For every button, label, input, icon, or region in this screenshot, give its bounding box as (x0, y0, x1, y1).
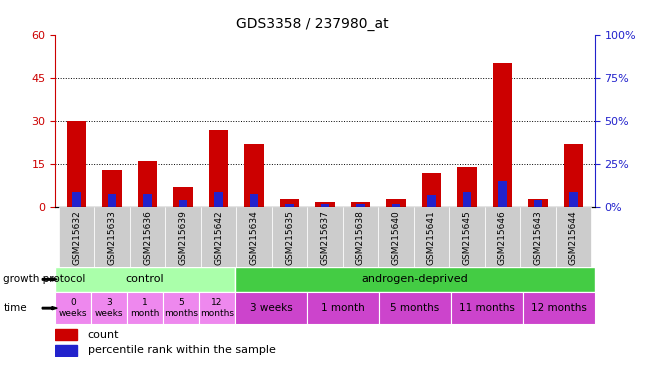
Bar (520, 207, 556, 267)
Bar (272, 207, 307, 267)
Bar (378, 207, 414, 267)
Bar (201, 207, 236, 267)
Bar (138, 161, 157, 207)
Bar (209, 130, 228, 207)
Text: GDS3358 / 237980_at: GDS3358 / 237980_at (236, 17, 388, 31)
Bar (414, 207, 449, 267)
Bar (564, 144, 583, 207)
Text: GSM215638: GSM215638 (356, 210, 365, 265)
Text: GSM215633: GSM215633 (107, 210, 116, 265)
Bar (174, 187, 193, 207)
Bar (351, 202, 370, 207)
Text: 1
month: 1 month (131, 298, 160, 318)
Text: GSM215641: GSM215641 (427, 210, 436, 265)
Bar (250, 194, 259, 207)
Text: 11 months: 11 months (459, 303, 515, 313)
Text: percentile rank within the sample: percentile rank within the sample (88, 345, 276, 355)
Text: 5
months: 5 months (164, 298, 198, 318)
Bar (427, 195, 436, 207)
Bar (534, 200, 542, 207)
Bar (55, 345, 77, 356)
Bar (214, 192, 223, 207)
Text: 3 weeks: 3 weeks (250, 303, 292, 313)
Bar (320, 204, 330, 207)
Bar (235, 292, 307, 324)
Bar (143, 194, 152, 207)
Bar (58, 207, 94, 267)
Bar (449, 207, 485, 267)
Text: count: count (88, 330, 119, 340)
Bar (165, 207, 201, 267)
Bar (315, 202, 335, 207)
Bar (422, 173, 441, 207)
Text: androgen-deprived: androgen-deprived (361, 274, 468, 285)
Bar (493, 63, 512, 207)
Bar (67, 121, 86, 207)
Text: GSM215643: GSM215643 (534, 210, 543, 265)
Bar (130, 207, 165, 267)
Bar (55, 267, 235, 292)
Text: 5 months: 5 months (390, 303, 439, 313)
Bar (356, 204, 365, 207)
Bar (91, 292, 127, 324)
Text: GSM215646: GSM215646 (498, 210, 507, 265)
Bar (343, 207, 378, 267)
Text: 1 month: 1 month (321, 303, 365, 313)
Bar (163, 292, 199, 324)
Bar (307, 207, 343, 267)
Bar (72, 192, 81, 207)
Text: GSM215642: GSM215642 (214, 210, 223, 265)
Bar (485, 207, 520, 267)
Bar (236, 207, 272, 267)
Bar (391, 204, 400, 207)
Text: GSM215636: GSM215636 (143, 210, 152, 265)
Bar (127, 292, 163, 324)
Bar (55, 292, 91, 324)
Bar (569, 192, 578, 207)
Bar (451, 292, 523, 324)
Bar (244, 144, 264, 207)
Bar (285, 204, 294, 207)
Text: GSM215634: GSM215634 (250, 210, 259, 265)
Bar (108, 194, 116, 207)
Bar (463, 192, 471, 207)
Bar (523, 292, 595, 324)
Bar (528, 199, 548, 207)
Bar (102, 170, 122, 207)
Text: GSM215639: GSM215639 (179, 210, 188, 265)
Text: time: time (3, 303, 27, 313)
Bar (235, 267, 595, 292)
Text: 12 months: 12 months (531, 303, 587, 313)
Text: GSM215635: GSM215635 (285, 210, 294, 265)
Bar (280, 199, 299, 207)
Text: GSM215637: GSM215637 (320, 210, 330, 265)
Text: control: control (126, 274, 164, 285)
Bar (55, 329, 77, 340)
Bar (386, 199, 406, 207)
Text: GSM215632: GSM215632 (72, 210, 81, 265)
Text: 12
months: 12 months (200, 298, 234, 318)
Text: 3
weeks: 3 weeks (95, 298, 124, 318)
Bar (199, 292, 235, 324)
Text: GSM215645: GSM215645 (462, 210, 471, 265)
Bar (556, 207, 592, 267)
Text: GSM215644: GSM215644 (569, 210, 578, 265)
Text: 0
weeks: 0 weeks (59, 298, 88, 318)
Bar (307, 292, 379, 324)
Text: GSM215640: GSM215640 (391, 210, 400, 265)
Text: growth protocol: growth protocol (3, 274, 86, 285)
Bar (179, 200, 187, 207)
Bar (379, 292, 451, 324)
Bar (94, 207, 130, 267)
Bar (498, 182, 507, 207)
Bar (457, 167, 476, 207)
